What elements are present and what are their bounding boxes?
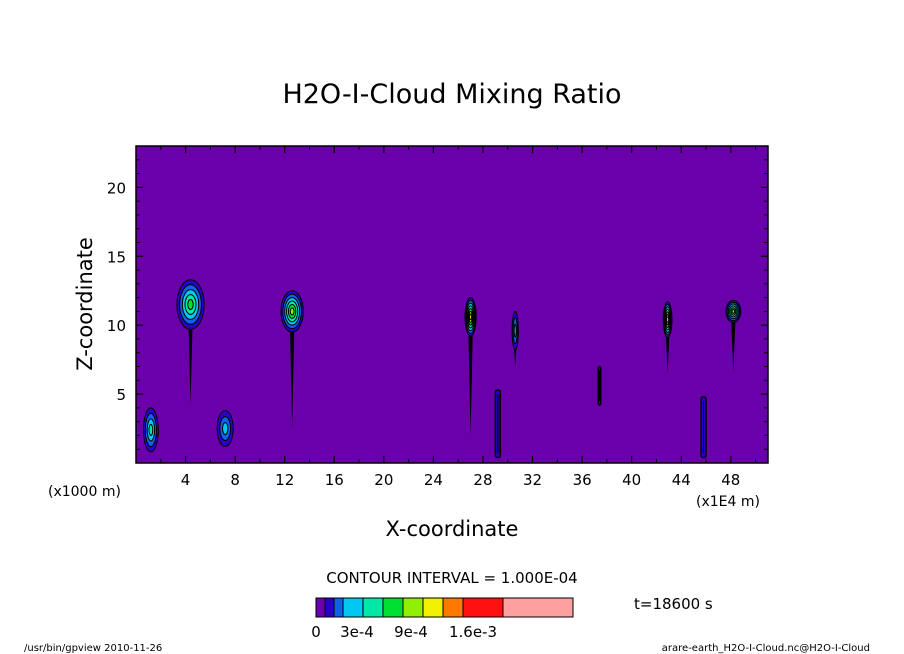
cloud-stalk bbox=[289, 311, 295, 429]
low-cloud-2 bbox=[216, 410, 234, 447]
colorbar-cell bbox=[342, 597, 364, 618]
plot-frame bbox=[135, 145, 769, 464]
contour-interval-label: CONTOUR INTERVAL = 1.000E-04 bbox=[326, 569, 577, 587]
x-tick-label: 8 bbox=[230, 471, 240, 489]
low-cloud-1 bbox=[142, 407, 159, 453]
x-tick-label: 32 bbox=[523, 471, 542, 489]
low-cloud-contour bbox=[222, 422, 229, 436]
colorbar-cell bbox=[402, 597, 424, 618]
colorbar-cell bbox=[324, 597, 335, 618]
colorbar-label: 0 bbox=[311, 623, 321, 641]
x-axis-title: X-coordinate bbox=[386, 517, 519, 541]
cloud-4 bbox=[511, 310, 519, 367]
low-cloud-contour bbox=[148, 423, 154, 436]
cloud-1 bbox=[176, 279, 205, 406]
footer-right: arare-earth_H2O-I-Cloud.nc@H2O-I-Cloud bbox=[662, 643, 870, 654]
cloud-contour bbox=[731, 309, 736, 314]
colorbar-cell bbox=[382, 597, 404, 618]
x-tick-label: 24 bbox=[424, 471, 443, 489]
cloud-stalk bbox=[730, 311, 736, 373]
x-tick-label: 16 bbox=[325, 471, 344, 489]
cloud-contour bbox=[289, 307, 295, 316]
cloud-6 bbox=[725, 299, 742, 373]
column-1 bbox=[494, 389, 502, 459]
time-label: t=18600 s bbox=[634, 595, 713, 613]
cloud-contour bbox=[513, 323, 517, 338]
x-tick-label: 40 bbox=[622, 471, 641, 489]
x-tick-label: 36 bbox=[573, 471, 592, 489]
x-unit-left: (x1000 m) bbox=[48, 484, 121, 500]
colorbar-label: 9e-4 bbox=[394, 623, 428, 641]
x-tick-label: 44 bbox=[672, 471, 691, 489]
x-unit-right: (x1E4 m) bbox=[696, 494, 760, 510]
colorbar-label: 1.6e-3 bbox=[449, 623, 497, 641]
colorbar-label: 3e-4 bbox=[340, 623, 374, 641]
plot-background bbox=[136, 146, 768, 463]
y-tick-label: 20 bbox=[107, 179, 126, 197]
x-tick-label: 28 bbox=[473, 471, 492, 489]
column-2 bbox=[700, 396, 707, 459]
cloud-3 bbox=[464, 297, 477, 436]
x-tick-label: 20 bbox=[374, 471, 393, 489]
cloud-stalk bbox=[468, 316, 474, 436]
y-axis-title: Z-coordinate bbox=[73, 237, 97, 371]
x-tick-label: 12 bbox=[275, 471, 294, 489]
chart-title: H2O-I-Cloud Mixing Ratio bbox=[282, 79, 621, 110]
x-tick-label: 4 bbox=[181, 471, 191, 489]
colorbar-cell bbox=[362, 597, 384, 618]
colorbar-cell bbox=[462, 597, 504, 618]
column-3 bbox=[597, 365, 602, 406]
y-tick-label: 5 bbox=[116, 386, 126, 404]
colorbar-cell bbox=[333, 597, 344, 618]
cloud-contour bbox=[187, 299, 194, 310]
x-tick-label: 48 bbox=[721, 471, 740, 489]
cloud-contour bbox=[469, 313, 473, 321]
y-tick-label: 10 bbox=[107, 317, 126, 335]
cloud-5 bbox=[662, 301, 673, 374]
colorbar-cell bbox=[442, 597, 464, 618]
colorbar: 0 3e-4 9e-4 1.6e-3 bbox=[311, 597, 574, 641]
colorbar-cell bbox=[422, 597, 444, 618]
cloud-contour bbox=[666, 316, 670, 323]
cloud-2 bbox=[280, 290, 304, 429]
y-tick-label: 15 bbox=[107, 248, 126, 266]
colorbar-cell bbox=[315, 597, 326, 618]
colorbar-cell bbox=[502, 597, 574, 618]
footer-left: /usr/bin/gpview 2010-11-26 bbox=[24, 643, 162, 654]
